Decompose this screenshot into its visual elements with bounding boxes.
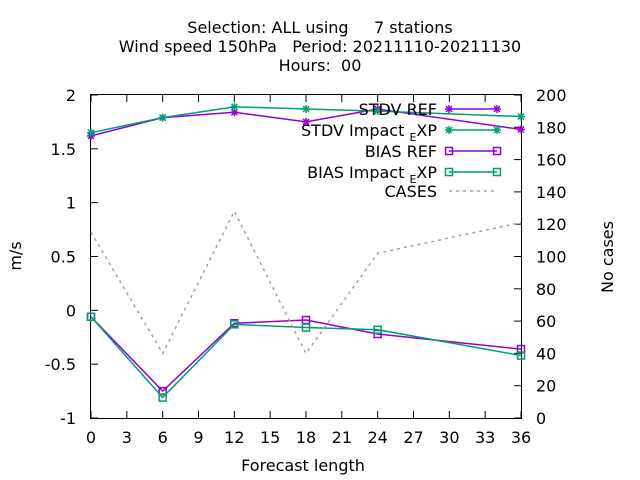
x-tick-label: 27 — [403, 428, 423, 447]
star-marker — [493, 105, 501, 113]
legend-label: BIAS Impact EXP — [307, 163, 437, 186]
star-marker — [302, 117, 310, 126]
y-tick-label: -1 — [60, 409, 76, 428]
y2-tick-label: 60 — [536, 312, 556, 331]
x-tick-label: 0 — [86, 428, 96, 447]
x-tick-label: 15 — [260, 428, 280, 447]
square-marker — [444, 146, 454, 156]
legend-label: BIAS REF — [365, 142, 437, 161]
chart-title-line-1: Selection: ALL using 7 stations — [187, 18, 453, 37]
y2-tick-label: 180 — [536, 118, 567, 137]
series-line — [90, 316, 522, 399]
square-marker — [86, 312, 96, 322]
x-tick-label: 9 — [193, 428, 203, 447]
x-tick-label: 24 — [367, 428, 387, 447]
square-marker — [373, 329, 382, 339]
y2-tick-label: 80 — [536, 280, 556, 299]
square-marker — [516, 351, 526, 360]
y2-tick-label: 0 — [536, 409, 546, 428]
square-marker — [158, 393, 167, 402]
square-marker — [373, 325, 382, 334]
y-tick-label: -0.5 — [45, 355, 76, 374]
x-axis-label: Forecast length — [241, 456, 365, 475]
x-tick-label: 30 — [439, 428, 459, 447]
y2-tick-label: 160 — [536, 151, 567, 170]
y2-tick-label: 20 — [536, 377, 556, 396]
series-line — [90, 316, 522, 393]
y2-tick-label: 200 — [536, 86, 567, 105]
plot-frame — [90, 94, 522, 419]
y2-tick-label: 40 — [536, 344, 556, 363]
legend-label: STDV REF — [359, 100, 437, 119]
star-marker — [517, 112, 525, 121]
series-line — [90, 209, 522, 355]
y-tick-label: 2 — [66, 86, 76, 105]
x-tick-label: 18 — [296, 428, 316, 447]
series-layer — [86, 102, 526, 402]
star-marker — [445, 126, 453, 134]
y-tick-label: 1.5 — [51, 140, 76, 159]
legend-label: CASES — [384, 182, 437, 201]
y2-tick-label: 120 — [536, 215, 567, 234]
y-tick-label: 0 — [66, 301, 76, 320]
star-marker — [302, 104, 310, 113]
star-marker — [517, 125, 525, 134]
x-tick-label: 33 — [475, 428, 495, 447]
series-line — [90, 106, 522, 134]
square-marker — [492, 167, 502, 177]
chart-title-line-2: Wind speed 150hPa Period: 20211110-20211… — [118, 37, 522, 56]
square-marker — [444, 167, 454, 177]
legend-label: STDV Impact EXP — [301, 121, 437, 144]
x-tick-label: 36 — [511, 428, 531, 447]
y-tick-label: 1 — [66, 194, 76, 213]
star-marker — [373, 107, 382, 116]
x-tick-label: 21 — [332, 428, 352, 447]
star-marker — [493, 126, 501, 134]
square-marker — [492, 146, 502, 156]
star-marker — [445, 105, 453, 113]
x-tick-label: 6 — [158, 428, 168, 447]
star-marker — [230, 102, 239, 111]
square-marker — [230, 320, 239, 329]
x-tick-label: 3 — [122, 428, 132, 447]
x-tick-label: 12 — [224, 428, 244, 447]
star-marker — [87, 128, 95, 137]
square-marker — [301, 323, 311, 332]
y2-tick-label: 140 — [536, 183, 567, 202]
y-tick-label: 0.5 — [51, 248, 76, 267]
axis-ticks: 0 3 6 9 12 15 18 21 24 27 30 33 36-1-0.500.511.52020… — [45, 86, 567, 447]
star-marker — [158, 113, 167, 122]
chart-title-line-3: Hours: 00 — [278, 56, 362, 75]
y-axis-label: m/s — [6, 241, 25, 270]
y2-axis-label: No cases — [598, 221, 617, 293]
y2-tick-label: 100 — [536, 248, 567, 267]
